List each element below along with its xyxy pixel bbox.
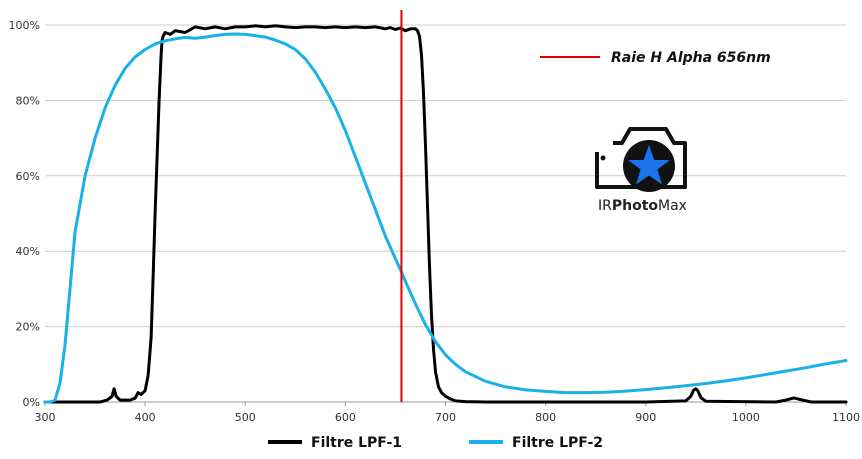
legend-item-lpf1: Filtre LPF-1 [268,435,402,451]
grid-lines [45,24,846,403]
camera-icon [595,127,687,192]
legend: Filtre LPF-1 Filtre LPF-2 [268,435,603,451]
y-tick-label: 100% [9,19,40,32]
x-tick-label: 500 [235,411,256,424]
y-tick-label: 80% [16,94,40,107]
y-tick-label: 60% [16,170,40,183]
series-line-lpf2 [43,32,848,404]
y-tick-label: 0% [23,396,40,409]
logo-text-photo: Photo [612,198,659,214]
x-tick-label: 1000 [732,411,760,424]
y-tick-label: 40% [16,245,40,258]
logo-text-ir: IR [598,198,612,214]
x-tick-label: 600 [335,411,356,424]
h-alpha-annotation-label: Raie H Alpha 656nm [611,50,771,66]
logo-wordmark: IRPhotoMax [598,198,687,214]
x-tick-label: 300 [35,411,56,424]
y-axis-tick-labels: 0% 20% 40% 60% 80% 100% [9,19,40,409]
x-tick-label: 700 [435,411,456,424]
legend-label-lpf2: Filtre LPF-2 [512,435,603,451]
y-tick-label: 20% [16,321,40,334]
x-axis-tick-labels: 300 400 500 600 700 800 900 1000 1100 [35,402,860,424]
legend-label-lpf1: Filtre LPF-1 [311,435,402,451]
x-tick-label: 900 [635,411,656,424]
x-tick-label: 1100 [832,411,860,424]
h-alpha-annotation: Raie H Alpha 656nm [540,50,771,66]
x-tick-label: 400 [135,411,156,424]
x-tick-label: 800 [535,411,556,424]
series-line-lpf1 [43,24,848,404]
logo-text-max: Max [658,198,687,214]
star-icon [628,145,670,185]
series-lines [43,24,848,404]
irphotomax-logo: IRPhotoMax [595,127,687,214]
legend-item-lpf2: Filtre LPF-2 [469,435,603,451]
